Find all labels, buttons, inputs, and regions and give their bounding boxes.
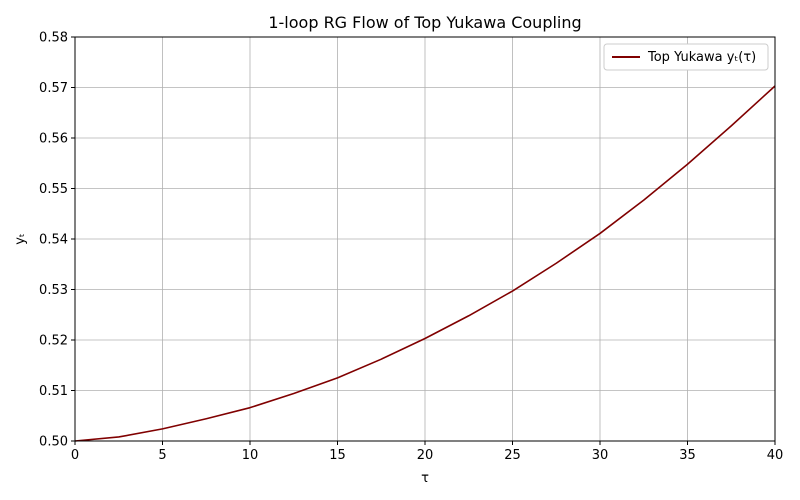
x-tick-label: 15 xyxy=(329,448,346,463)
x-tick-label: 20 xyxy=(417,448,434,463)
y-tick-label: 0.53 xyxy=(39,283,68,298)
y-tick-label: 0.54 xyxy=(39,233,68,248)
y-tick-label: 0.57 xyxy=(39,81,68,96)
x-axis-ticks: 0 5 10 15 20 25 30 35 40 xyxy=(71,441,783,463)
chart-title: 1-loop RG Flow of Top Yukawa Coupling xyxy=(268,13,581,32)
x-tick-label: 40 xyxy=(767,448,784,463)
series-line-top-yukawa xyxy=(74,85,776,442)
y-tick-label: 0.51 xyxy=(39,384,68,399)
series-lines xyxy=(74,85,776,442)
y-tick-label: 0.55 xyxy=(39,182,68,197)
y-axis-ticks: 0.50 0.51 0.52 0.53 0.54 0.55 0.56 0.57 0.58 xyxy=(39,31,75,450)
y-tick-label: 0.52 xyxy=(39,334,68,349)
x-tick-label: 30 xyxy=(592,448,609,463)
x-tick-label: 0 xyxy=(71,448,79,463)
x-tick-label: 35 xyxy=(679,448,696,463)
y-axis-label: yₜ xyxy=(13,233,28,245)
x-tick-label: 10 xyxy=(242,448,259,463)
legend: Top Yukawa yₜ(τ) xyxy=(603,43,769,71)
y-tick-label: 0.56 xyxy=(39,132,68,147)
x-tick-label: 5 xyxy=(158,448,166,463)
legend-label: Top Yukawa yₜ(τ) xyxy=(647,50,756,65)
legend-box xyxy=(603,43,769,71)
x-tick-label: 25 xyxy=(504,448,521,463)
y-tick-label: 0.58 xyxy=(39,31,68,46)
x-axis-label: τ xyxy=(421,471,429,486)
y-tick-label: 0.50 xyxy=(39,435,68,450)
